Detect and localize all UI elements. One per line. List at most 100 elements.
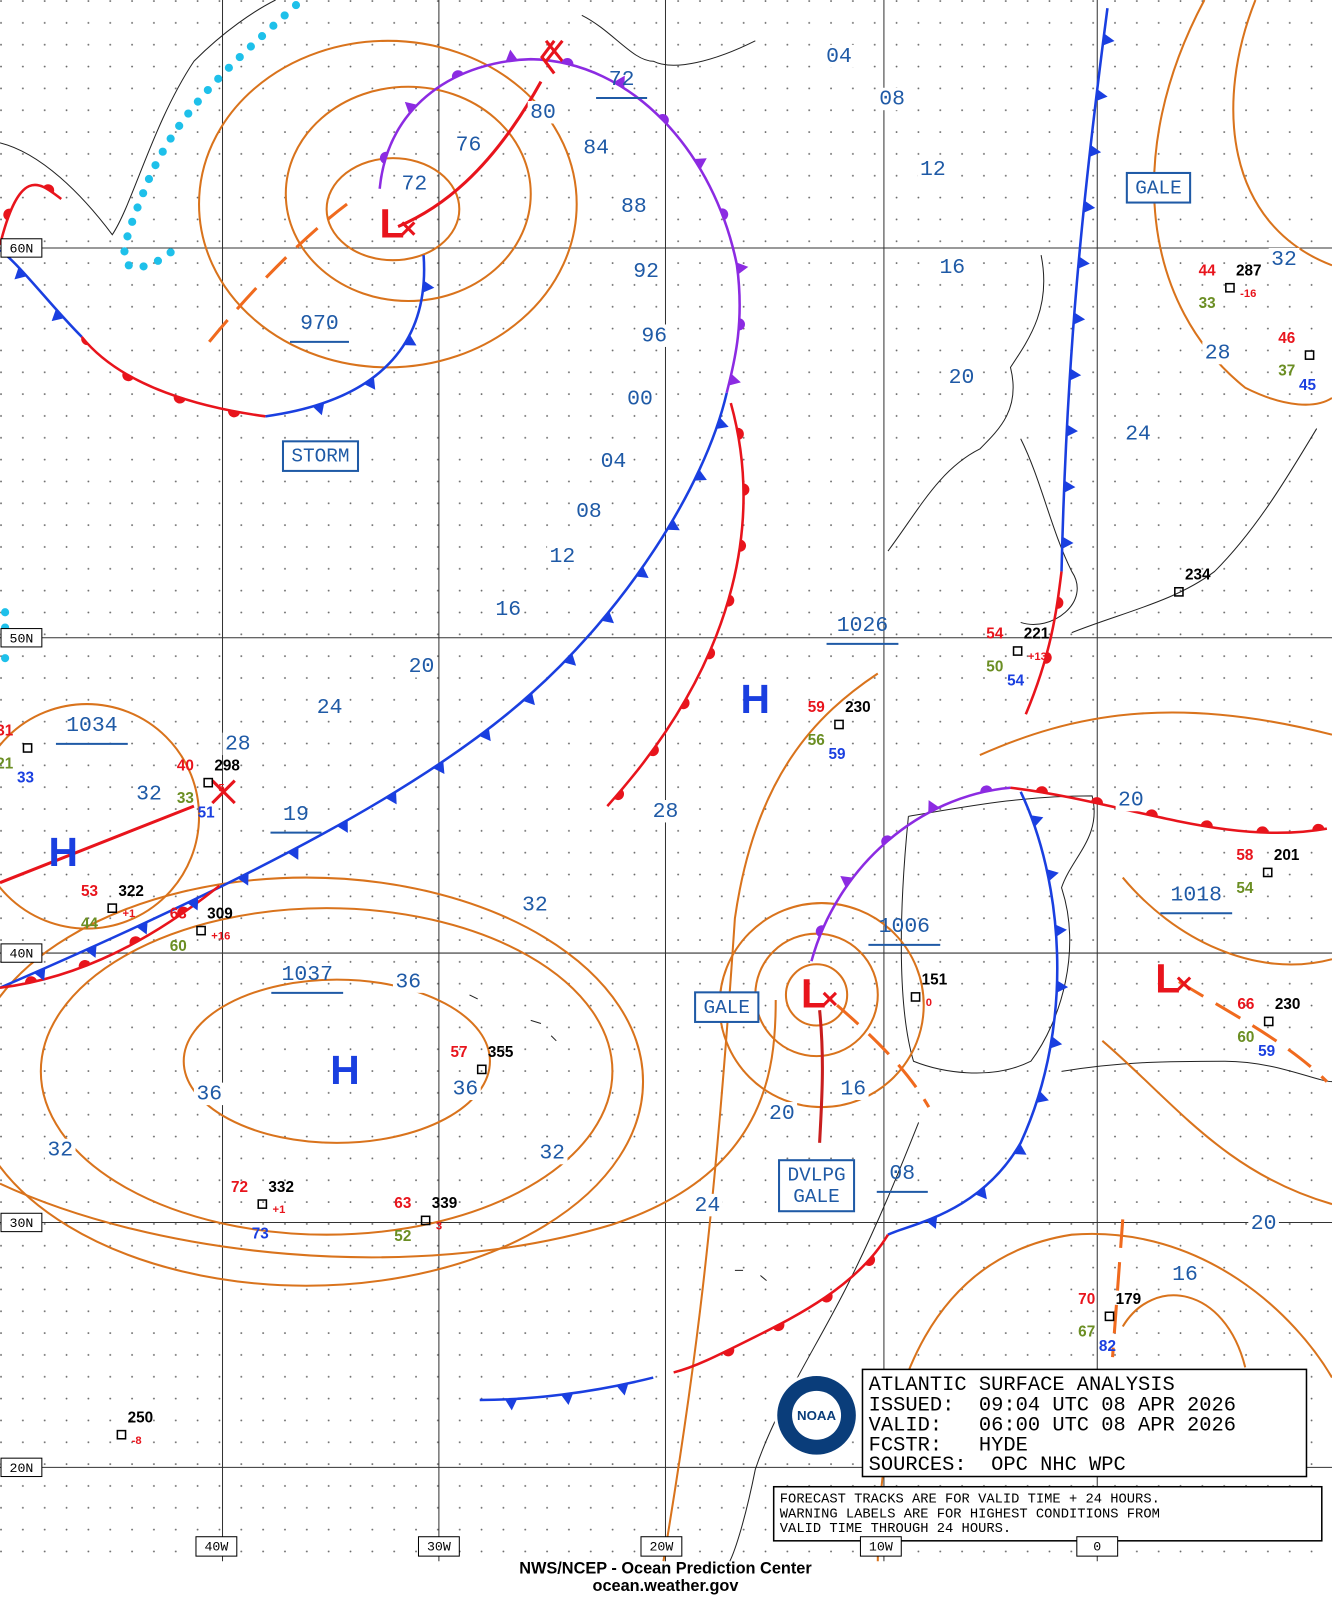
footer-url: ocean.weather.gov [592, 1577, 738, 1595]
high-center: H [741, 676, 770, 722]
front-symbol [1089, 144, 1102, 158]
front-symbol [736, 427, 744, 440]
isobar-label-bg [580, 136, 612, 160]
station-other: 82 [1099, 1338, 1116, 1355]
warning-box [778, 1159, 856, 1213]
isobar-label: 32 [539, 1142, 565, 1166]
noaa-logo-inner [792, 1390, 842, 1440]
station-symbol [1174, 586, 1184, 597]
station-temp: 44 [1199, 262, 1217, 279]
lon-label: 40W [204, 1539, 228, 1554]
isobar-label: 08 [576, 500, 602, 524]
station-dew: 60 [1237, 1029, 1254, 1046]
station-pressure: 230 [845, 699, 871, 716]
station-tend: +1 [122, 908, 135, 920]
station-symbol [420, 1215, 431, 1226]
front-symbol [821, 1292, 833, 1303]
isobar-label: 20 [1251, 1212, 1277, 1236]
lon-label: 30W [427, 1539, 451, 1554]
front-symbol [840, 876, 853, 888]
front-symbol [1256, 826, 1269, 833]
title-line: VALID: 06:00 UTC 08 APR 2026 [869, 1414, 1236, 1437]
isobar-label-bg [133, 782, 165, 806]
station-pressure: 309 [207, 905, 233, 922]
front-symbol [722, 1347, 735, 1357]
isobar-label: 32 [522, 894, 548, 918]
isobar-label-bg [536, 1141, 568, 1165]
front-symbol [680, 697, 690, 710]
front-symbol [385, 791, 397, 805]
front-symbol [433, 761, 445, 775]
isobar-label: 28 [225, 733, 251, 757]
isobar-label-bg [823, 44, 855, 68]
front-symbol [726, 594, 735, 607]
front-symbol [1056, 596, 1064, 609]
station-pressure: 339 [432, 1195, 458, 1212]
isobar-label: 36 [196, 1083, 222, 1107]
front-symbol [980, 785, 993, 793]
front-symbol [312, 402, 325, 416]
isobar-label: 20 [1118, 789, 1144, 813]
front-symbol [177, 906, 189, 917]
station-dew: 54 [1236, 880, 1254, 897]
front-symbol [925, 1216, 938, 1229]
isobar-label-bg [406, 655, 437, 678]
station-temp: 58 [1236, 847, 1254, 864]
title: ATLANTIC SURFACE ANALYSIS [869, 1374, 1175, 1397]
station-pressure: 151 [922, 972, 948, 989]
lat-label: 50N [10, 631, 34, 646]
warning-box [1125, 171, 1192, 204]
isobar-label: 28 [1205, 342, 1231, 366]
isobar-label-bg [1268, 247, 1300, 271]
warning-label: GALE [793, 1186, 840, 1208]
front-symbol [51, 309, 65, 322]
low-cross [822, 991, 838, 1007]
front-symbol [363, 377, 376, 390]
isobar-label: 32 [47, 1139, 73, 1163]
station-pressure: 298 [214, 757, 240, 774]
station-pressure: 322 [118, 883, 144, 900]
isobar-label: 88 [621, 195, 647, 219]
low-cross [1176, 976, 1192, 991]
center-pressure: 72 [609, 68, 635, 92]
isobar-label-bg [450, 1077, 481, 1100]
station-symbol [1104, 1311, 1115, 1322]
isobar-label: 80 [530, 101, 556, 125]
front-symbol [719, 208, 729, 221]
front-symbol [1312, 823, 1325, 831]
isobar-label-bg [1122, 422, 1154, 445]
isobar-label-bg [876, 87, 908, 111]
station-tend: +13 [1028, 651, 1047, 663]
lon-label-box [859, 1536, 902, 1557]
isobar-label: 28 [653, 800, 679, 824]
isobar-label: 16 [495, 598, 521, 622]
station-dew: 37 [1278, 362, 1295, 379]
station-other: 59 [1258, 1043, 1275, 1060]
low-cross [401, 221, 416, 236]
front-symbol [694, 469, 707, 481]
front-symbol [649, 745, 659, 757]
front-symbol [666, 519, 680, 531]
center-pressure: 08 [889, 1162, 915, 1186]
warning-box [694, 991, 760, 1023]
isobar-label: 72 [402, 172, 428, 196]
front-symbol [1063, 480, 1076, 493]
title-line: FCSTR: HYDE [869, 1434, 1028, 1457]
front-symbol [1062, 536, 1074, 549]
front-symbol [237, 872, 249, 886]
center-pressure: 1018 [1171, 884, 1222, 908]
front-symbol [1035, 786, 1048, 794]
warning-label: STORM [291, 446, 349, 468]
front-symbol [1145, 809, 1158, 817]
station-tend: 0 [926, 997, 932, 1009]
front-symbol [815, 925, 825, 938]
isobar-label: 12 [550, 545, 576, 569]
station-pressure: 234 [1185, 567, 1211, 584]
warning-label: DVLPG [787, 1165, 845, 1187]
station-temp: 63 [170, 905, 187, 922]
station-temp: 54 [986, 626, 1004, 643]
isobar-label: 92 [633, 260, 659, 284]
noaa-logo-text: NOAA [797, 1408, 836, 1423]
station-pressure: 221 [1024, 626, 1050, 643]
station-temp: 57 [450, 1044, 467, 1061]
